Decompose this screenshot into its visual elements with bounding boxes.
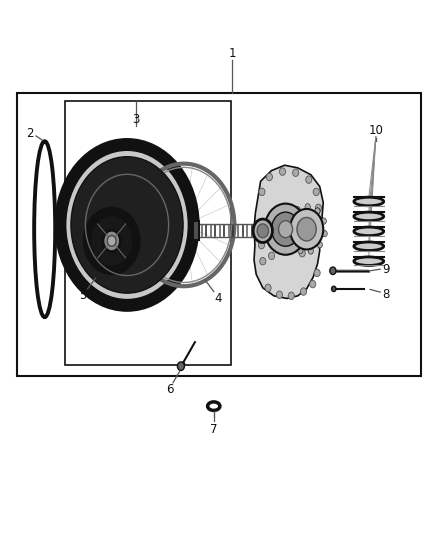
Text: 1: 1 — [228, 47, 236, 60]
Circle shape — [306, 176, 312, 183]
Circle shape — [279, 168, 286, 175]
Circle shape — [315, 208, 320, 214]
Circle shape — [260, 257, 266, 265]
Circle shape — [330, 267, 336, 274]
Text: 2: 2 — [26, 127, 34, 140]
Circle shape — [300, 288, 307, 295]
Circle shape — [286, 228, 291, 235]
Ellipse shape — [354, 212, 384, 221]
Text: 9: 9 — [382, 263, 390, 276]
Circle shape — [298, 247, 303, 254]
Circle shape — [322, 230, 327, 237]
Circle shape — [321, 218, 326, 224]
Circle shape — [288, 215, 293, 222]
Circle shape — [293, 169, 299, 176]
Text: 10: 10 — [368, 124, 383, 137]
Circle shape — [177, 362, 184, 370]
Circle shape — [260, 225, 266, 233]
Circle shape — [295, 206, 300, 213]
Circle shape — [290, 240, 295, 246]
Circle shape — [297, 217, 316, 241]
Circle shape — [91, 215, 133, 266]
Circle shape — [284, 247, 290, 254]
Circle shape — [107, 236, 116, 246]
Text: 5: 5 — [79, 289, 86, 302]
Circle shape — [265, 284, 271, 292]
Circle shape — [103, 230, 120, 252]
Circle shape — [290, 209, 323, 249]
Text: 3: 3 — [132, 114, 139, 126]
Circle shape — [312, 236, 318, 244]
Bar — [65, 101, 231, 365]
Circle shape — [257, 224, 268, 238]
Circle shape — [310, 280, 316, 288]
Circle shape — [314, 269, 320, 277]
Circle shape — [259, 188, 265, 196]
Text: 7: 7 — [210, 423, 218, 435]
Bar — [17, 93, 421, 376]
Circle shape — [61, 145, 193, 305]
Circle shape — [266, 173, 272, 181]
Circle shape — [317, 241, 322, 248]
Circle shape — [332, 286, 336, 292]
Circle shape — [308, 248, 314, 254]
Text: 6: 6 — [166, 383, 174, 395]
Text: 8: 8 — [383, 288, 390, 301]
Circle shape — [288, 292, 294, 300]
Ellipse shape — [354, 227, 384, 236]
Ellipse shape — [354, 197, 384, 206]
Circle shape — [253, 219, 272, 243]
Circle shape — [258, 241, 265, 249]
Circle shape — [313, 188, 319, 196]
Circle shape — [315, 204, 321, 212]
Circle shape — [276, 291, 283, 298]
Circle shape — [88, 212, 136, 270]
Circle shape — [299, 249, 305, 257]
Ellipse shape — [354, 257, 384, 265]
Bar — [196, 224, 258, 237]
Circle shape — [272, 212, 300, 246]
Polygon shape — [254, 165, 323, 298]
Circle shape — [265, 204, 307, 255]
Circle shape — [279, 221, 293, 238]
Circle shape — [305, 204, 310, 210]
Circle shape — [315, 208, 320, 214]
Circle shape — [268, 252, 275, 260]
Text: 4: 4 — [214, 292, 222, 305]
Circle shape — [71, 157, 183, 293]
Circle shape — [314, 220, 321, 228]
Circle shape — [66, 150, 188, 300]
Bar — [193, 221, 199, 240]
Ellipse shape — [354, 242, 384, 251]
